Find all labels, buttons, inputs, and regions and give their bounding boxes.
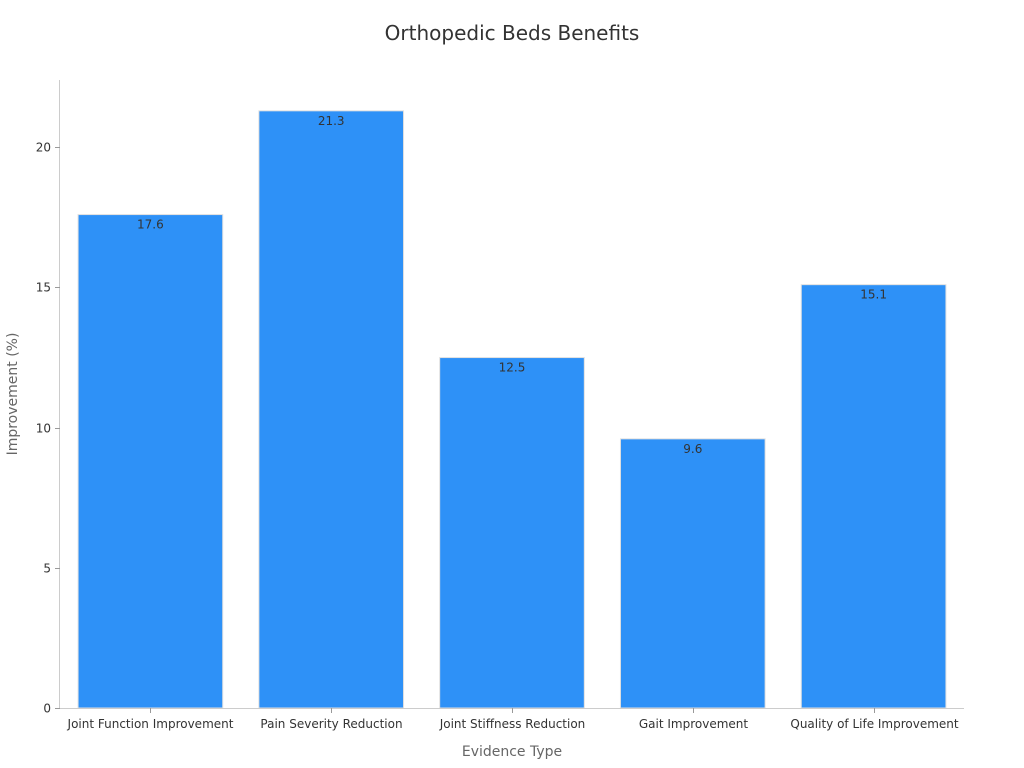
bar-0: [77, 214, 224, 709]
x-axis-ticks: Joint Function Improvement Pain Severity …: [67, 708, 959, 731]
bar-value-label: 12.5: [499, 361, 526, 375]
y-tick-label: 5: [43, 562, 51, 576]
bar-value-label: 9.6: [683, 442, 702, 456]
chart-title: Orthopedic Beds Benefits: [385, 21, 640, 45]
x-tick-label: Joint Stiffness Reduction: [439, 717, 586, 731]
bar-4: [800, 284, 947, 709]
y-axis-ticks: 0 5 10 15 20: [36, 141, 60, 716]
bar-value-label: 17.6: [137, 218, 164, 232]
bar-3: [619, 438, 766, 709]
x-tick-label: Pain Severity Reduction: [260, 717, 402, 731]
y-tick-label: 0: [43, 702, 51, 716]
y-tick-label: 20: [36, 141, 51, 155]
x-tick-label: Joint Function Improvement: [67, 717, 234, 731]
y-axis-title: Improvement (%): [5, 333, 21, 456]
bar-1: [258, 110, 405, 709]
bar-value-label: 21.3: [318, 114, 345, 128]
x-tick-label: Quality of Life Improvement: [790, 717, 959, 731]
x-axis-title: Evidence Type: [462, 744, 562, 760]
bar-value-label: 15.1: [860, 288, 887, 302]
bar-2: [439, 357, 585, 709]
y-tick-label: 15: [36, 281, 51, 295]
x-tick-label: Gait Improvement: [639, 717, 749, 731]
plot-area: 17.6 21.3 12.5 9.6 15.1: [77, 110, 947, 709]
y-tick-label: 10: [36, 422, 51, 436]
